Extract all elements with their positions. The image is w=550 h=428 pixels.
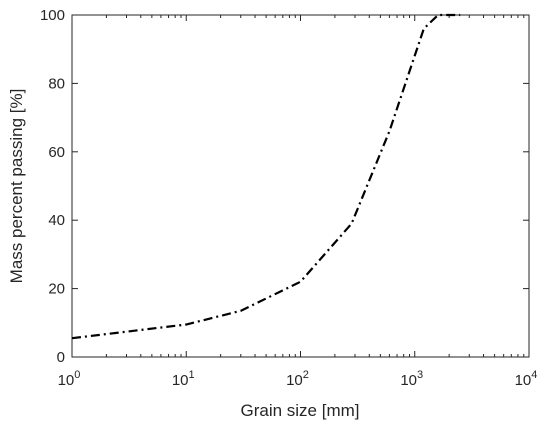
y-tick-labels: 0 20 40 60 80 100	[40, 7, 65, 366]
plot-frame	[71, 14, 530, 358]
x-tick-label: 100	[58, 369, 81, 389]
x-tick-labels: 100 101 102 103 104	[58, 369, 538, 389]
series-line	[71, 13, 461, 340]
x-tick-label: 104	[515, 369, 538, 389]
y-axis-title: Mass percent passing [%]	[7, 89, 26, 284]
x-minor-ticks	[105, 15, 525, 357]
y-tick-label: 80	[48, 75, 65, 92]
major-ticks	[71, 14, 530, 358]
plot-area	[71, 14, 530, 358]
x-tick-label: 101	[172, 369, 195, 389]
y-tick-label: 100	[40, 7, 65, 24]
y-tick-label: 0	[57, 349, 65, 366]
x-axis-title: Grain size [mm]	[240, 401, 359, 420]
y-tick-label: 40	[48, 212, 65, 229]
y-tick-label: 20	[48, 281, 65, 298]
x-tick-label: 102	[286, 369, 309, 389]
y-tick-label: 60	[48, 144, 65, 161]
x-tick-label: 103	[400, 369, 423, 389]
